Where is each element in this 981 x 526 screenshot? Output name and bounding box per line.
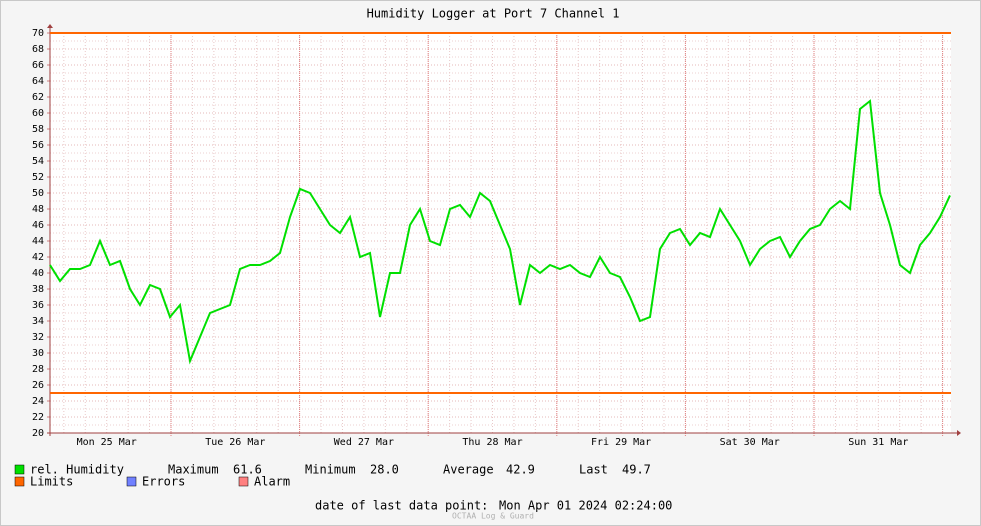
y-tick-label: 66 [32, 60, 44, 71]
y-tick-label: 46 [32, 220, 44, 231]
stat-value: 61.6 [233, 463, 262, 477]
footer-label: date of last data point: [315, 499, 488, 513]
x-tick-label: Wed 27 Mar [334, 437, 394, 448]
x-tick-label: Sun 31 Mar [848, 437, 908, 448]
y-tick-label: 42 [32, 252, 44, 263]
series-line [49, 99, 951, 365]
stat-value: 42.9 [506, 463, 535, 477]
y-tick-label: 68 [32, 44, 44, 55]
y-tick-label: 60 [32, 108, 44, 119]
stat-label: Minimum [305, 463, 356, 477]
stat-label: Average [443, 463, 494, 477]
stat-value: 28.0 [370, 463, 399, 477]
x-tick-label: Tue 26 Mar [205, 437, 265, 448]
arrow [957, 430, 961, 436]
legend-swatch [14, 464, 25, 475]
y-tick-label: 58 [32, 124, 44, 135]
legend-label: Limits [30, 475, 73, 489]
stat-value: 49.7 [622, 463, 651, 477]
legend-swatch [238, 476, 249, 487]
stat-label: Last [579, 463, 608, 477]
y-tick-label: 20 [32, 428, 44, 439]
y-tick-label: 32 [32, 332, 44, 343]
watermark: OCTAA Log & Guard [452, 512, 534, 521]
y-tick-label: 26 [32, 380, 44, 391]
y-tick-label: 62 [32, 92, 44, 103]
y-tick-label: 38 [32, 284, 44, 295]
y-tick-label: 44 [32, 236, 44, 247]
x-tick-label: Sat 30 Mar [720, 437, 780, 448]
x-tick-label: Mon 25 Mar [77, 437, 137, 448]
x-tick-label: Fri 29 Mar [591, 437, 651, 448]
y-tick-label: 34 [32, 316, 44, 327]
y-tick-label: 70 [32, 28, 44, 39]
y-tick-label: 22 [32, 412, 44, 423]
arrow [47, 24, 53, 28]
legend-label: rel. Humidity [30, 463, 124, 477]
y-tick-label: 48 [32, 204, 44, 215]
legend-label: Alarm [254, 475, 290, 489]
y-tick-label: 28 [32, 364, 44, 375]
y-tick-label: 24 [32, 396, 44, 407]
y-tick-label: 56 [32, 140, 44, 151]
y-tick-label: 40 [32, 268, 44, 279]
y-tick-label: 36 [32, 300, 44, 311]
legend-label: Errors [142, 475, 185, 489]
stat-label: Maximum [168, 463, 219, 477]
y-tick-label: 64 [32, 76, 44, 87]
chart-title: Humidity Logger at Port 7 Channel 1 [367, 7, 620, 21]
y-tick-label: 50 [32, 188, 44, 199]
legend-swatch [126, 476, 137, 487]
y-tick-label: 54 [32, 156, 44, 167]
y-tick-label: 52 [32, 172, 44, 183]
legend-swatch [14, 476, 25, 487]
x-tick-label: Thu 28 Mar [462, 437, 522, 448]
footer-value: Mon Apr 01 2024 02:24:00 [499, 499, 672, 513]
y-tick-label: 30 [32, 348, 44, 359]
